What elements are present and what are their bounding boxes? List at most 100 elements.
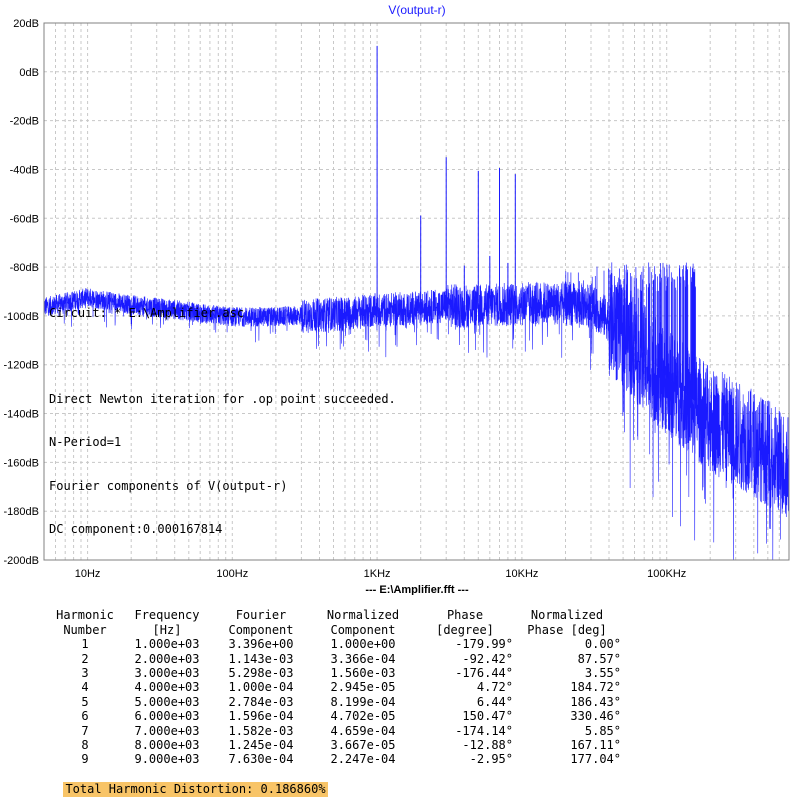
header-normalized: Normalized [326,608,400,623]
table-row: 4 4.000e+03 1.000e-04 2.945e-05 4.72° 184.72° [49,680,621,694]
table-cell: -174.14° [455,723,513,738]
dc-line: DC component:0.000167814 [49,521,223,536]
y-tick-label: -140dB [4,409,39,421]
y-tick-label: -160dB [4,457,39,469]
y-tick-label: -180dB [4,506,39,518]
table-cell: 2.945e-05 [330,680,396,695]
table-cell: 7 [81,723,89,738]
table-cell: 4.72° [476,680,513,695]
table-row: 1 1.000e+03 3.396e+00 1.000e+00 -179.99° 0.00… [49,637,621,651]
nperiod-line: N-Period=1 [49,435,122,450]
table-cell: 3 [81,665,89,680]
table-row: 8 8.000e+03 1.245e-04 3.667e-05 -12.88° 167.1… [49,738,621,752]
y-tick-label: -40dB [10,165,39,177]
table-cell: 1.245e-04 [228,737,294,752]
x-tick-label: 10Hz [75,568,101,580]
table-cell: 1.582e-03 [228,723,294,738]
table-header-row: Number [Hz] Component Component [degree]… [49,623,621,637]
table-row: 2 2.000e+03 1.143e-03 3.366e-04 -92.42° 87.57… [49,652,621,666]
harmonics-table: Harmonic Frequency Fourier Normalized Ph… [49,608,621,766]
fourier-report: Circuit: * E:\Amplifier.asc Direct Newto… [49,277,621,797]
table-cell: 8 [81,737,89,752]
trace-layer [43,45,790,561]
header-phase: Phase [446,608,484,623]
x-tick-label: 1KHz [364,568,391,580]
file-footer: --- E:\Amplifier.fft --- [365,584,469,595]
table-cell: -179.99° [455,637,513,652]
y-tick-label: -120dB [4,360,39,372]
table-cell: 167.11° [570,737,621,752]
table-cell: 6 [81,709,89,724]
table-cell: 150.47° [462,709,513,724]
table-cell: 1.596e-04 [228,709,294,724]
table-cell: 330.46° [570,709,621,724]
table-cell: 87.57° [577,651,621,666]
header-normalized-phase: Normalized [530,608,604,623]
table-cell: 1.000e+00 [330,637,396,652]
table-cell: 184.72° [570,680,621,695]
y-tick-label: 20dB [13,18,39,30]
table-cell: 1.000e-04 [228,680,294,695]
table-cell: 4.659e-04 [330,723,396,738]
table-cell: 5.298e-03 [228,665,294,680]
table-cell: 4.702e-05 [330,709,396,724]
table-cell: 1 [81,637,89,652]
y-axis-ticks: 20dB 0dB -20dB -40dB -60dB -80dB -100dB -120dB -… [4,18,39,567]
table-cell: 1.560e-03 [330,665,396,680]
table-cell: 4.000e+03 [134,680,200,695]
table-cell: 3.000e+03 [134,665,200,680]
table-cell: -12.88° [462,737,513,752]
circuit-line: Circuit: * E:\Amplifier.asc [49,305,245,320]
table-cell: 3.396e+00 [228,637,294,652]
y-tick-label: -80dB [10,262,39,274]
table-cell: 5.000e+03 [134,694,200,709]
table-cell: 7.000e+03 [134,723,200,738]
table-cell: 5 [81,694,89,709]
table-row: 3 3.000e+03 5.298e-03 1.560e-03 -176.44° 3.55… [49,666,621,680]
table-cell: 6.44° [476,694,513,709]
header-component-normalized: Component [330,622,396,637]
table-cell: -2.95° [469,752,513,767]
fft-plot[interactable]: V(output-r) 20dB 0dB -20dB -40dB -60dB -80dB -… [0,0,790,595]
trace-title[interactable]: V(output-r) [388,3,445,17]
newton-line: Direct Newton iteration for .op point su… [49,392,396,407]
table-cell: 6.000e+03 [134,709,200,724]
table-cell: 186.43° [570,694,621,709]
table-cell: 2.000e+03 [134,651,200,666]
thd-result: Total Harmonic Distortion: 0.186860% [63,782,328,797]
x-tick-label: 10KHz [505,568,538,580]
table-cell: 2 [81,651,89,666]
table-row: 6 6.000e+03 1.596e-04 4.702e-05 150.47° 330.4… [49,709,621,723]
header-number: Number [63,622,107,637]
table-cell: 2.247e-04 [330,752,396,767]
table-cell: 9.000e+03 [134,752,200,767]
y-tick-label: -100dB [4,311,39,323]
table-cell: 8.199e-04 [330,694,396,709]
table-cell: 5.85° [584,723,621,738]
header-component: Component [228,622,294,637]
y-tick-label: -60dB [10,213,39,225]
table-cell: 7.630e-04 [228,752,294,767]
header-hz: [Hz] [152,622,182,637]
spectrum-trace [43,270,790,561]
table-row: 7 7.000e+03 1.582e-03 4.659e-04 -174.14° 5.85… [49,724,621,738]
table-cell: -92.42° [462,651,513,666]
table-cell: 4 [81,680,89,695]
harmonics-rows: 1 1.000e+03 3.396e+00 1.000e+00 -179.99° 0.00… [49,637,621,767]
y-tick-label: -20dB [10,116,39,128]
y-tick-label: 0dB [19,67,39,79]
table-cell: 2.784e-03 [228,694,294,709]
x-tick-label: 100KHz [647,568,686,580]
table-cell: 3.366e-04 [330,651,396,666]
table-cell: 3.667e-05 [330,737,396,752]
y-tick-label: -200dB [4,555,39,567]
table-cell: 1.000e+03 [134,637,200,652]
table-cell: 9 [81,752,89,767]
header-frequency: Frequency [134,608,200,623]
table-cell: 3.55° [584,665,621,680]
x-axis-ticks: 10Hz 100Hz 1KHz 10KHz 100KHz [75,568,687,580]
x-tick-label: 100Hz [216,568,248,580]
table-cell: 8.000e+03 [134,737,200,752]
table-cell: 177.04° [570,752,621,767]
header-degree: [degree] [436,622,494,637]
